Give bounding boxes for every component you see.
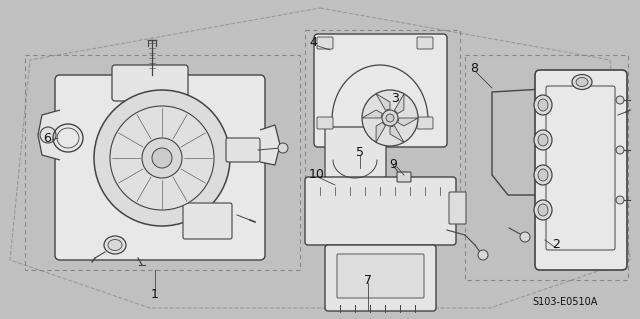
Ellipse shape: [538, 169, 548, 181]
FancyBboxPatch shape: [417, 37, 433, 49]
Circle shape: [520, 232, 530, 242]
Ellipse shape: [108, 240, 122, 250]
Circle shape: [478, 250, 488, 260]
Polygon shape: [362, 110, 382, 118]
Circle shape: [142, 138, 182, 178]
Polygon shape: [394, 94, 404, 114]
Polygon shape: [260, 125, 280, 165]
Circle shape: [110, 106, 214, 210]
Polygon shape: [38, 110, 60, 160]
Circle shape: [616, 96, 624, 104]
Circle shape: [94, 90, 230, 226]
FancyBboxPatch shape: [337, 254, 424, 298]
Circle shape: [616, 196, 624, 204]
Text: 5: 5: [356, 145, 364, 159]
Text: 8: 8: [470, 62, 478, 75]
FancyBboxPatch shape: [305, 177, 456, 245]
FancyBboxPatch shape: [112, 65, 188, 101]
Circle shape: [278, 143, 288, 153]
FancyBboxPatch shape: [535, 70, 627, 270]
Polygon shape: [376, 94, 390, 110]
FancyBboxPatch shape: [325, 245, 436, 311]
Text: 2: 2: [552, 239, 560, 251]
Ellipse shape: [534, 130, 552, 150]
Text: 9: 9: [389, 159, 397, 172]
Ellipse shape: [104, 236, 126, 254]
Ellipse shape: [538, 204, 548, 216]
Text: 4: 4: [309, 36, 317, 49]
Text: 3: 3: [391, 92, 399, 105]
Circle shape: [152, 148, 172, 168]
FancyBboxPatch shape: [325, 127, 386, 178]
Ellipse shape: [572, 75, 592, 90]
Ellipse shape: [534, 165, 552, 185]
Ellipse shape: [534, 200, 552, 220]
Polygon shape: [376, 122, 385, 142]
FancyBboxPatch shape: [397, 172, 411, 182]
FancyBboxPatch shape: [314, 34, 447, 147]
Ellipse shape: [538, 99, 548, 111]
FancyBboxPatch shape: [417, 117, 433, 129]
FancyBboxPatch shape: [55, 75, 265, 260]
Text: S103-E0510A: S103-E0510A: [532, 297, 598, 307]
Text: 6: 6: [43, 131, 51, 145]
FancyBboxPatch shape: [317, 117, 333, 129]
Text: 1: 1: [151, 288, 159, 301]
Text: 7: 7: [364, 273, 372, 286]
Polygon shape: [398, 118, 418, 126]
FancyBboxPatch shape: [317, 37, 333, 49]
Text: 10: 10: [309, 168, 325, 182]
Circle shape: [40, 127, 56, 143]
Ellipse shape: [534, 95, 552, 115]
FancyBboxPatch shape: [183, 203, 232, 239]
Circle shape: [362, 90, 418, 146]
FancyBboxPatch shape: [226, 138, 260, 162]
Ellipse shape: [538, 134, 548, 146]
Circle shape: [616, 146, 624, 154]
Circle shape: [382, 110, 398, 126]
Ellipse shape: [576, 78, 588, 86]
Circle shape: [386, 114, 394, 122]
Polygon shape: [390, 126, 404, 142]
FancyBboxPatch shape: [449, 192, 466, 224]
